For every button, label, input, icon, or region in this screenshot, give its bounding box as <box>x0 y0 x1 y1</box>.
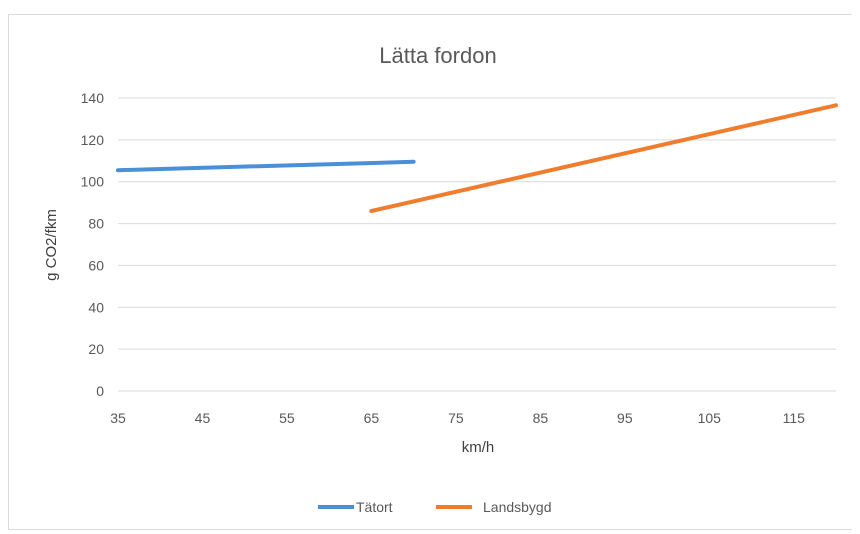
grid-lines <box>118 97 836 392</box>
series-line-2 <box>369 103 838 213</box>
chart-title: Lätta fordon <box>379 43 496 68</box>
x-tick-label: 75 <box>448 410 464 426</box>
x-axis-ticks: 35 45 55 65 75 85 95 105 115 <box>110 410 805 426</box>
legend-label-2: Landsbygd <box>483 499 552 515</box>
x-tick-label: 45 <box>195 410 211 426</box>
y-axis-title: g CO2/fkm <box>43 209 60 281</box>
x-tick-label: 95 <box>617 410 633 426</box>
y-axis-ticks: 0 20 40 60 80 100 120 140 <box>81 90 105 399</box>
x-tick-label: 55 <box>279 410 295 426</box>
y-tick-label: 60 <box>88 257 104 273</box>
x-axis-title: km/h <box>462 439 495 456</box>
y-tick-label: 120 <box>81 132 105 148</box>
x-tick-label: 65 <box>364 410 380 426</box>
series-line-1 <box>116 159 416 173</box>
x-tick-label: 115 <box>783 410 806 426</box>
y-tick-label: 20 <box>88 341 104 357</box>
x-tick-label: 105 <box>698 410 722 426</box>
y-tick-label: 0 <box>96 383 104 399</box>
y-tick-label: 140 <box>81 90 105 106</box>
x-tick-label: 35 <box>110 410 126 426</box>
chart-frame <box>8 14 852 530</box>
legend-label-1: Tätort <box>356 499 393 515</box>
series-lines <box>116 103 838 213</box>
y-tick-label: 80 <box>88 216 104 232</box>
y-tick-label: 40 <box>88 299 104 315</box>
legend: Tätort Landsbygd <box>318 499 552 515</box>
y-tick-label: 100 <box>81 174 105 190</box>
x-tick-label: 85 <box>533 410 549 426</box>
